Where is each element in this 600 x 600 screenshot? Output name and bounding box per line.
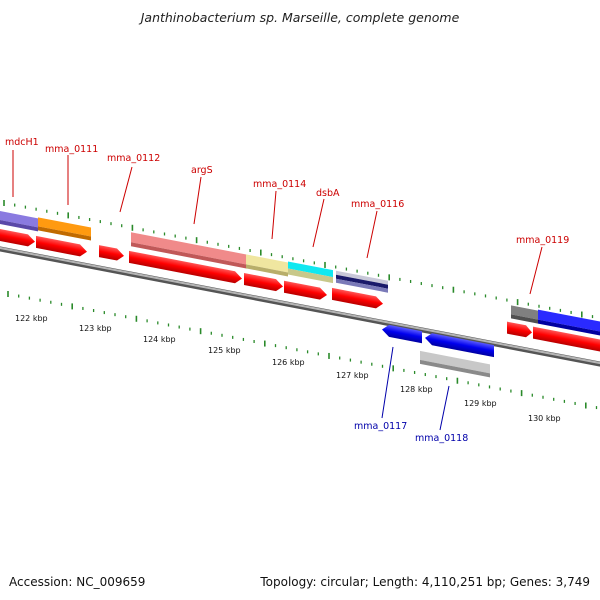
gene-label-mma-0117: mma_0117 xyxy=(354,421,407,432)
gene-label-mdch1: mdcH1 xyxy=(5,137,39,148)
tick-row-upper xyxy=(3,200,594,319)
gene-arrow-forward xyxy=(244,272,283,292)
feature-block-navy xyxy=(336,270,388,293)
reverse-leader-lines xyxy=(381,346,450,431)
gene-arrow-forward xyxy=(36,235,87,257)
reverse-label-group: mma_0117 mma_0118 xyxy=(354,421,468,444)
forward-label-group: mdcH1 mma_0111 mma_0112 argS mma_0114 ds… xyxy=(5,137,569,246)
scale-label: 125 kbp xyxy=(208,346,241,355)
forward-leader-lines xyxy=(12,150,543,295)
feature-block-purple xyxy=(0,209,38,232)
gene-label-dsba: dsbA xyxy=(316,188,340,199)
topology-text: Topology: circular; Length: 4,110,251 bp… xyxy=(260,575,590,589)
feature-block-light-grey xyxy=(420,350,490,378)
gene-arrow-forward xyxy=(129,250,242,284)
scale-label: 122 kbp xyxy=(15,314,48,323)
gene-label-mma-0112: mma_0112 xyxy=(107,153,160,164)
genome-title: Janthinobacterium sp. Marseille, complet… xyxy=(140,10,460,25)
accession-text: Accession: NC_009659 xyxy=(9,575,146,589)
scale-label: 130 kbp xyxy=(528,414,561,423)
feature-track xyxy=(0,209,600,378)
feature-block-orange xyxy=(38,217,91,241)
scale-label: 127 kbp xyxy=(336,371,369,380)
gene-label-mma-0111: mma_0111 xyxy=(45,144,98,155)
feature-block-grey xyxy=(511,305,538,324)
scale-label: 129 kbp xyxy=(464,399,497,408)
gene-arrow-reverse xyxy=(382,324,422,344)
feature-block-khaki xyxy=(246,254,288,277)
feature-block-cyan xyxy=(288,261,333,284)
scale-label: 126 kbp xyxy=(272,358,305,367)
tick-row-lower xyxy=(7,291,598,410)
scale-label: 128 kbp xyxy=(400,385,433,394)
scale-label-group: 122 kbp 123 kbp 124 kbp 125 kbp 126 kbp … xyxy=(15,314,561,423)
scale-label: 124 kbp xyxy=(143,335,176,344)
gene-arrow-forward xyxy=(284,280,327,300)
gene-arrow-forward xyxy=(99,245,124,261)
gene-arrow-forward xyxy=(0,227,35,247)
gene-arrow-forward xyxy=(507,321,532,338)
gene-label-mma-0119: mma_0119 xyxy=(516,235,569,246)
gene-label-mma-0114: mma_0114 xyxy=(253,179,306,190)
feature-block-pink xyxy=(131,232,247,269)
scale-label: 123 kbp xyxy=(79,324,112,333)
gene-arrow-reverse xyxy=(425,333,494,358)
feature-block-blue xyxy=(538,309,600,338)
gene-label-mma-0116: mma_0116 xyxy=(351,199,404,210)
genome-backbone xyxy=(0,246,600,367)
gene-arrow-forward xyxy=(533,326,600,354)
gene-label-args: argS xyxy=(191,165,213,176)
gene-label-mma-0118: mma_0118 xyxy=(415,433,468,444)
gene-arrow-forward xyxy=(332,287,383,309)
